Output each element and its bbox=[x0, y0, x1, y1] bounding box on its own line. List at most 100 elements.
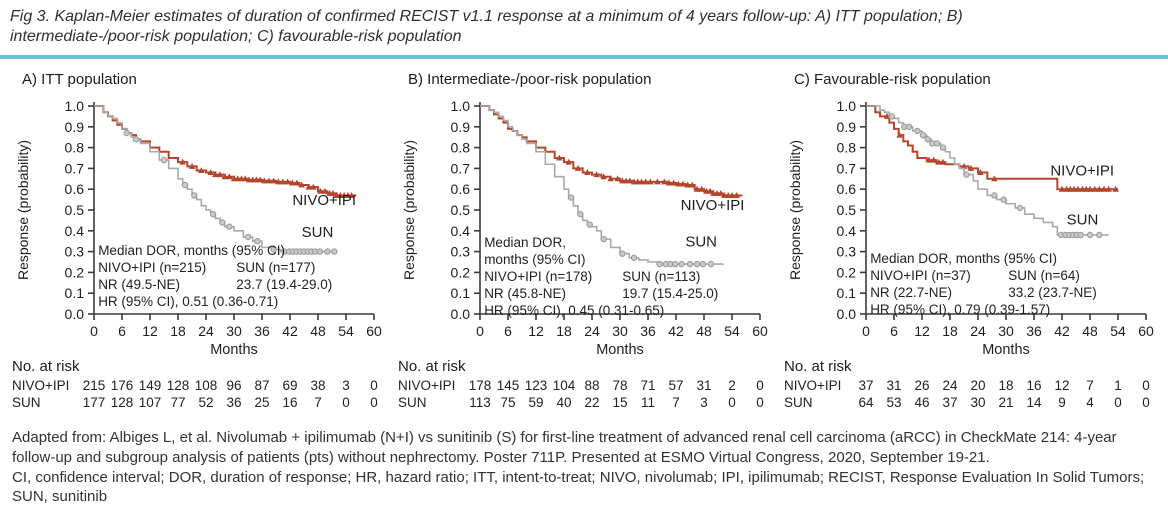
at-risk-value: 12 bbox=[1054, 377, 1070, 393]
x-tick-label: 54 bbox=[1110, 323, 1126, 339]
censor-triangle-icon bbox=[221, 173, 228, 180]
at-risk-table: No. at risk NIVO+IPI 37 31 26 24 20 18 16 12 7 1 0 S… bbox=[784, 358, 1162, 418]
censor-circle-icon bbox=[324, 248, 331, 255]
at-risk-row-label: SUN bbox=[398, 394, 427, 410]
at-risk-label: No. at risk bbox=[398, 357, 466, 375]
censor-triangle-icon bbox=[935, 158, 942, 165]
y-tick-label: 0.7 bbox=[451, 160, 471, 176]
x-tick-label: 12 bbox=[528, 323, 544, 339]
at-risk-value: 0 bbox=[370, 394, 378, 410]
series-label-nivo-ipi: NIVO+IPI bbox=[292, 192, 356, 209]
at-risk-value: 20 bbox=[970, 377, 986, 393]
at-risk-row: SUN 113 75 59 40 22 15 11 7 3 0 0 bbox=[398, 395, 776, 412]
censor-triangle-icon bbox=[1112, 185, 1119, 192]
censor-circle-icon bbox=[244, 233, 252, 241]
censor-circle-icon bbox=[132, 136, 140, 143]
censor-circle-icon bbox=[686, 260, 694, 268]
x-tick-label: 12 bbox=[142, 323, 158, 339]
censor-circle-icon bbox=[209, 210, 217, 218]
at-risk-value: 7 bbox=[1086, 377, 1094, 393]
x-tick-label: 18 bbox=[170, 323, 186, 339]
censor-triangle-icon bbox=[293, 179, 301, 186]
y-tick-label: 0.9 bbox=[65, 119, 85, 135]
x-tick-label: 18 bbox=[556, 323, 572, 339]
censor-circle-icon bbox=[226, 223, 233, 230]
x-tick-label: 60 bbox=[752, 323, 768, 339]
at-risk-value: 26 bbox=[914, 377, 930, 393]
annotation-columns: NIVO+IPI (n=37) SUN (n=64) NR (22.7-NE) 33.… bbox=[870, 267, 1097, 301]
axes bbox=[88, 101, 375, 320]
x-tick-label: 24 bbox=[970, 323, 986, 339]
figure-title: Fig 3. Kaplan-Meier estimates of duratio… bbox=[10, 8, 963, 46]
km-curve-sun bbox=[866, 105, 1109, 236]
tick-labels: 0.0 0.1 0.2 0.3 0.4 0.5 0.6 0.7 0.8 0.9 1.0 0 6 12 18 2… bbox=[65, 98, 382, 339]
censor-circle-icon bbox=[270, 246, 277, 253]
censor-circle-icon bbox=[630, 254, 638, 261]
km-panel-int-poor: B) Intermediate-/poor-risk population 0.… bbox=[398, 71, 776, 418]
x-tick-label: 42 bbox=[1054, 323, 1070, 339]
censor-triangle-icon bbox=[1058, 185, 1066, 192]
km-curve-sun bbox=[94, 105, 338, 253]
at-risk-value: 0 bbox=[370, 377, 378, 393]
censor-circle-icon bbox=[1016, 204, 1024, 212]
at-risk-value: 38 bbox=[310, 377, 326, 393]
y-tick-label: 0.8 bbox=[837, 140, 857, 156]
y-axis-title: Response (probability) bbox=[787, 140, 803, 280]
censor-triangle-icon bbox=[212, 171, 219, 178]
censor-triangle-icon bbox=[670, 179, 677, 186]
annotation-header-line: months (95% CI) bbox=[484, 251, 586, 267]
y-tick-label: 0.1 bbox=[451, 285, 471, 301]
censor-triangle-icon bbox=[329, 189, 337, 196]
censor-triangle-icon bbox=[188, 162, 196, 169]
at-risk-value: 88 bbox=[584, 377, 600, 393]
censor-circle-icon bbox=[1086, 231, 1094, 239]
x-tick-label: 12 bbox=[914, 323, 930, 339]
at-risk-value: 0 bbox=[728, 394, 736, 410]
km-curve-nivo-ipi bbox=[480, 104, 743, 197]
annotation-col1-cell: NR (45.8-NE) bbox=[484, 285, 566, 301]
panel-title: B) Intermediate-/poor-risk population bbox=[408, 70, 652, 88]
at-risk-row: NIVO+IPI 215 176 149 128 108 96 87 69 38 3 0 bbox=[12, 378, 390, 395]
censor-triangle-icon bbox=[348, 191, 355, 198]
at-risk-value: 46 bbox=[914, 394, 930, 410]
y-tick-label: 0.3 bbox=[451, 244, 471, 260]
censor-circle-icon bbox=[656, 260, 663, 268]
at-risk-value: 149 bbox=[138, 377, 162, 393]
at-risk-value: 113 bbox=[469, 394, 491, 410]
x-tick-label: 30 bbox=[998, 323, 1014, 339]
censor-circle-icon bbox=[699, 260, 707, 268]
censor-marks-sun bbox=[888, 113, 1103, 239]
km-curve-nivo-ipi bbox=[866, 104, 1118, 191]
censor-triangle-icon bbox=[265, 177, 273, 184]
at-risk-value: 71 bbox=[640, 377, 656, 393]
censor-circle-icon bbox=[671, 260, 679, 268]
km-curve-nivo-ipi bbox=[94, 104, 357, 197]
annotation-header-line: Median DOR, months (95% CI) bbox=[870, 250, 1057, 266]
y-tick-label: 0.4 bbox=[451, 223, 471, 239]
at-risk-value: 3 bbox=[342, 377, 350, 393]
median-dor-annotation: Median DOR, months (95% CI) NIVO+IPI (n=2… bbox=[98, 242, 332, 310]
at-risk-label: No. at risk bbox=[784, 357, 852, 375]
annotation-hr-line: HR (95% CI), 0.51 (0.36-0.71) bbox=[98, 293, 279, 309]
at-risk-value: 145 bbox=[496, 377, 520, 393]
at-risk-value: 0 bbox=[1114, 394, 1122, 410]
tick-labels: 0.0 0.1 0.2 0.3 0.4 0.5 0.6 0.7 0.8 0.9 1.0 0 6 12 18 2… bbox=[451, 98, 768, 339]
at-risk-row-label: NIVO+IPI bbox=[784, 377, 842, 393]
y-tick-label: 0.0 bbox=[451, 306, 471, 322]
censor-circle-icon bbox=[1000, 196, 1007, 203]
at-risk-value: 123 bbox=[524, 377, 548, 393]
x-tick-label: 24 bbox=[198, 323, 214, 339]
y-tick-label: 0.2 bbox=[65, 264, 85, 280]
y-tick-label: 0.3 bbox=[837, 244, 857, 260]
y-tick-label: 0.0 bbox=[837, 306, 857, 322]
censor-triangle-icon bbox=[1096, 185, 1103, 192]
at-risk-value: 18 bbox=[998, 377, 1014, 393]
censor-circle-icon bbox=[991, 192, 998, 199]
at-risk-value: 30 bbox=[970, 394, 986, 410]
annotation-columns: NIVO+IPI (n=215) SUN (n=177) NR (49.5-NE) 2… bbox=[98, 259, 332, 293]
at-risk-value: 37 bbox=[942, 394, 958, 410]
km-chart: 0.0 0.1 0.2 0.3 0.4 0.5 0.6 0.7 0.8 0.9 1.0 0 6 12 18 2… bbox=[398, 92, 776, 356]
censor-triangle-icon bbox=[698, 185, 705, 192]
at-risk-value: 78 bbox=[612, 377, 628, 393]
censor-circle-icon bbox=[191, 192, 198, 199]
